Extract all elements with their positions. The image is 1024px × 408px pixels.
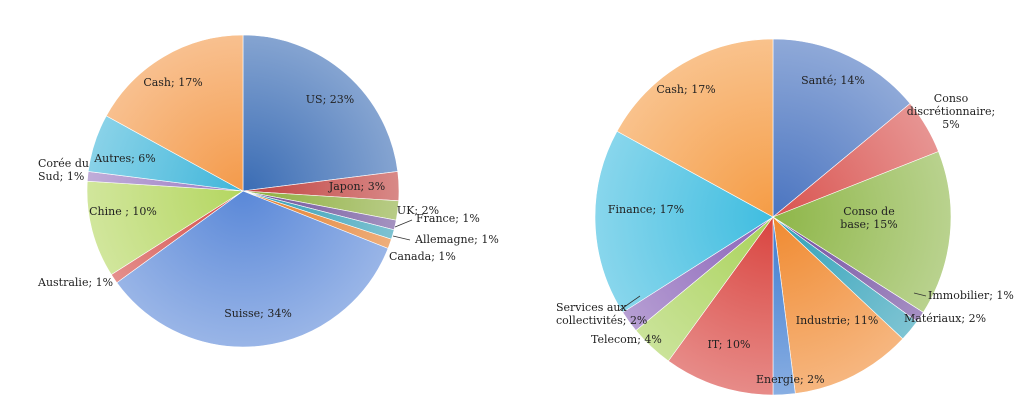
- data-label-chine: Chine ; 10%: [89, 205, 157, 218]
- data-label-sante: Santé; 14%: [801, 74, 865, 87]
- data-label-canada: Canada; 1%: [389, 250, 456, 263]
- data-label-japon: Japon; 3%: [328, 180, 385, 193]
- leader-line-france: [394, 219, 413, 228]
- slice-chine: [86, 180, 244, 276]
- slice-conso-de-base: [772, 151, 952, 313]
- data-label-cash: Cash; 17%: [143, 76, 202, 89]
- data-label-finance: Finance; 17%: [608, 203, 684, 216]
- data-label-energie: Energie; 2%: [756, 373, 825, 386]
- slice-finance: [594, 130, 774, 313]
- pie-chart-sectors: Santé; 14% Conso discrétionnaire; 5% Conso d…: [556, 38, 1014, 396]
- data-label-coree-du-sud: Corée du Sud; 1%: [38, 157, 89, 183]
- data-label-telecom: Telecom; 4%: [591, 333, 662, 346]
- slice-it: [667, 216, 774, 396]
- data-label-uk: UK; 2%: [397, 204, 439, 217]
- data-label-allemagne: Allemagne; 1%: [414, 233, 499, 246]
- slice-industrie: [772, 216, 904, 394]
- data-label-industrie: Industrie; 11%: [796, 314, 879, 327]
- data-label-it: IT; 10%: [708, 338, 751, 351]
- leader-line-immobilier: [913, 292, 927, 297]
- data-label-materiaux: Matériaux; 2%: [904, 312, 986, 325]
- leader-line-services-aux-collectivites: [619, 295, 641, 311]
- data-label-autres: Autres; 6%: [93, 152, 156, 165]
- slice-cash: [616, 38, 774, 218]
- data-label-services-aux-collectivites: Services aux collectivités; 2%: [556, 301, 647, 327]
- data-label-cash: Cash; 17%: [656, 83, 715, 96]
- data-label-conso-discretionnaire: Conso discrétionnaire; 5%: [907, 92, 995, 131]
- pie-chart-countries: US; 23% Japon; 3% UK; 2%France; 1% Allemagn…: [37, 34, 499, 348]
- slice-sante: [772, 38, 911, 218]
- data-label-suisse: Suisse; 34%: [224, 307, 292, 320]
- data-label-australie: Australie; 1%: [37, 276, 113, 289]
- data-label-immobilier: Immobilier; 1%: [928, 289, 1014, 302]
- slice-us: [242, 34, 399, 192]
- data-label-conso-de-base: Conso de base; 15%: [840, 205, 897, 231]
- leader-line-allemagne: [392, 235, 411, 241]
- slice-suisse: [116, 190, 389, 348]
- data-label-france: France; 1%: [416, 212, 480, 225]
- slice-cash: [105, 34, 244, 192]
- data-label-us: US; 23%: [306, 93, 354, 106]
